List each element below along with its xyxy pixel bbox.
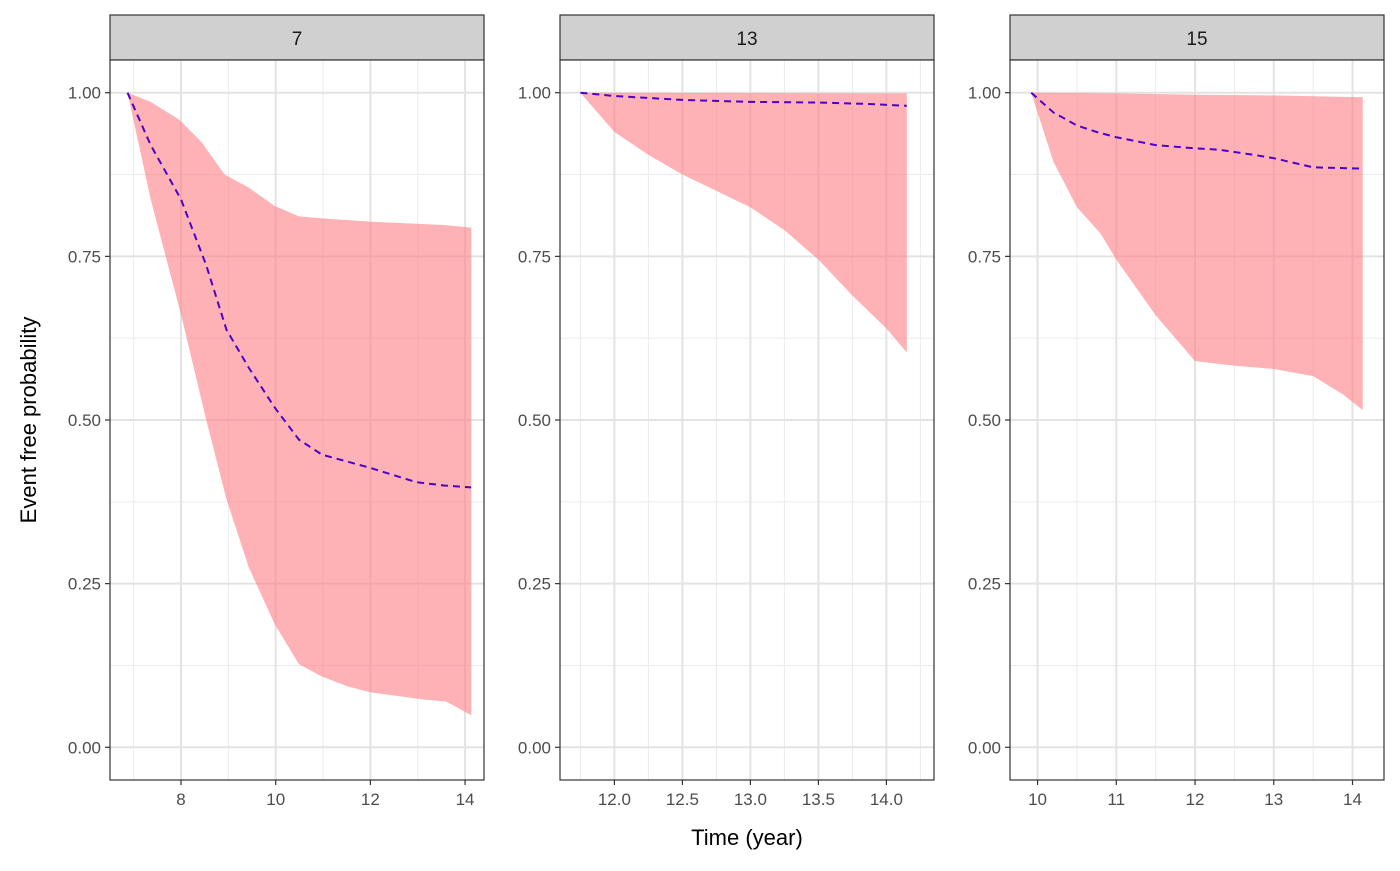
x-tick-label: 12 bbox=[1186, 790, 1205, 809]
x-tick-label: 12 bbox=[361, 790, 380, 809]
y-tick-label: 0.50 bbox=[968, 411, 1001, 430]
panel-7: 7 0.00 0.25 0.50 0.75 1.00 8 10 12 14 bbox=[68, 14, 485, 809]
y-tick-label: 0.50 bbox=[518, 411, 551, 430]
y-tick-label: 0.25 bbox=[968, 575, 1001, 594]
facet-strip-label: 15 bbox=[1186, 29, 1207, 50]
y-tick-label: 0.00 bbox=[68, 738, 101, 757]
confidence-ribbon bbox=[127, 92, 472, 716]
x-tick-label: 12.0 bbox=[598, 790, 631, 809]
panel-13: 13 0.00 0.25 0.50 0.75 1.00 12.0 12.5 13.0 13.5 14… bbox=[518, 14, 935, 809]
y-tick-label: 0.75 bbox=[68, 247, 101, 266]
y-tick-label: 0.75 bbox=[518, 247, 551, 266]
facet-strip bbox=[109, 14, 485, 61]
y-tick-label: 0.75 bbox=[968, 247, 1001, 266]
x-tick-label: 13.0 bbox=[734, 790, 767, 809]
x-tick-label: 14.0 bbox=[870, 790, 903, 809]
x-tick-label: 10 bbox=[1028, 790, 1047, 809]
y-tick-label: 0.00 bbox=[968, 738, 1001, 757]
x-tick-label: 12.5 bbox=[666, 790, 699, 809]
y-axis-title: Event free probability bbox=[16, 317, 41, 524]
facet-strip bbox=[559, 14, 935, 61]
x-axis-title: Time (year) bbox=[691, 825, 803, 850]
x-tick-label: 13 bbox=[1264, 790, 1283, 809]
x-tick-label: 14 bbox=[456, 790, 475, 809]
facet-strip-label: 7 bbox=[292, 29, 303, 50]
y-tick-label: 0.00 bbox=[518, 738, 551, 757]
x-tick-label: 8 bbox=[176, 790, 185, 809]
x-tick-label: 10 bbox=[266, 790, 285, 809]
y-tick-label: 0.50 bbox=[68, 411, 101, 430]
y-tick-label: 1.00 bbox=[968, 84, 1001, 103]
y-tick-label: 1.00 bbox=[68, 84, 101, 103]
y-tick-label: 0.25 bbox=[68, 575, 101, 594]
y-tick-label: 0.25 bbox=[518, 575, 551, 594]
confidence-ribbon bbox=[1031, 92, 1363, 411]
facet-strip bbox=[1009, 14, 1385, 61]
survival-curve-line bbox=[1030, 91, 1363, 170]
confidence-ribbon bbox=[580, 92, 907, 353]
x-tick-label: 14 bbox=[1343, 790, 1362, 809]
survival-curve-line bbox=[126, 92, 472, 489]
facet-strip-label: 13 bbox=[736, 29, 757, 50]
x-tick-label: 11 bbox=[1107, 790, 1125, 809]
panel-15: 15 0.00 0.25 0.50 0.75 1.00 10 11 12 13 14 bbox=[968, 14, 1385, 809]
survival-curve-line bbox=[580, 91, 907, 107]
x-tick-label: 13.5 bbox=[802, 790, 835, 809]
y-tick-label: 1.00 bbox=[518, 84, 551, 103]
